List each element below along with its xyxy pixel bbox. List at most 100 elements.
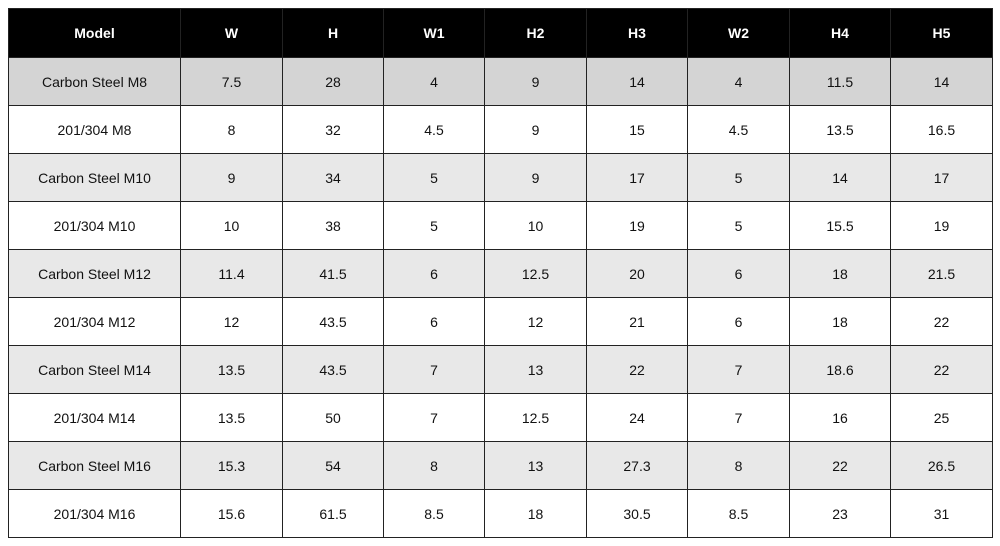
column-header-model: Model <box>8 8 181 58</box>
value-cell: 7 <box>383 393 485 442</box>
value-cell: 22 <box>789 441 891 490</box>
column-header-w: W <box>180 8 283 58</box>
value-cell: 12 <box>484 297 587 346</box>
value-cell: 17 <box>586 153 688 202</box>
model-cell: 201/304 M12 <box>8 297 181 346</box>
value-cell: 6 <box>687 297 790 346</box>
column-header-w1: W1 <box>383 8 485 58</box>
value-cell: 19 <box>586 201 688 250</box>
value-cell: 9 <box>484 105 587 154</box>
value-cell: 18 <box>484 489 587 538</box>
value-cell: 9 <box>180 153 283 202</box>
value-cell: 6 <box>383 297 485 346</box>
value-cell: 22 <box>890 345 993 394</box>
value-cell: 15.5 <box>789 201 891 250</box>
value-cell: 10 <box>484 201 587 250</box>
value-cell: 14 <box>890 57 993 106</box>
value-cell: 15 <box>586 105 688 154</box>
column-header-h2: H2 <box>484 8 587 58</box>
table-row: Carbon Steel M16 15.3 54 8 13 27.3 8 22 26.5 <box>8 441 993 490</box>
value-cell: 15.3 <box>180 441 283 490</box>
table-row: 201/304 M8 8 32 4.5 9 15 4.5 13.5 16.5 <box>8 105 993 154</box>
table-row: Carbon Steel M14 13.5 43.5 7 13 22 7 18.6 22 <box>8 345 993 394</box>
value-cell: 18.6 <box>789 345 891 394</box>
value-cell: 8 <box>383 441 485 490</box>
table-row: 201/304 M16 15.6 61.5 8.5 18 30.5 8.5 23 31 <box>8 489 993 538</box>
value-cell: 16 <box>789 393 891 442</box>
value-cell: 32 <box>282 105 384 154</box>
value-cell: 21 <box>586 297 688 346</box>
value-cell: 11.4 <box>180 249 283 298</box>
model-cell: Carbon Steel M16 <box>8 441 181 490</box>
table-row: Carbon Steel M12 11.4 41.5 6 12.5 20 6 18 21.5 <box>8 249 993 298</box>
value-cell: 12.5 <box>484 393 587 442</box>
value-cell: 24 <box>586 393 688 442</box>
value-cell: 8.5 <box>687 489 790 538</box>
header-row: Model W H W1 H2 H3 W2 H4 H5 <box>8 8 993 58</box>
value-cell: 13.5 <box>180 393 283 442</box>
value-cell: 18 <box>789 297 891 346</box>
value-cell: 7 <box>687 345 790 394</box>
value-cell: 10 <box>180 201 283 250</box>
value-cell: 5 <box>383 153 485 202</box>
value-cell: 26.5 <box>890 441 993 490</box>
value-cell: 31 <box>890 489 993 538</box>
value-cell: 13.5 <box>789 105 891 154</box>
table-row: 201/304 M10 10 38 5 10 19 5 15.5 19 <box>8 201 993 250</box>
value-cell: 17 <box>890 153 993 202</box>
value-cell: 12 <box>180 297 283 346</box>
value-cell: 8 <box>687 441 790 490</box>
value-cell: 18 <box>789 249 891 298</box>
value-cell: 14 <box>586 57 688 106</box>
value-cell: 38 <box>282 201 384 250</box>
value-cell: 25 <box>890 393 993 442</box>
value-cell: 7 <box>687 393 790 442</box>
model-cell: 201/304 M14 <box>8 393 181 442</box>
value-cell: 8 <box>180 105 283 154</box>
table-row: Carbon Steel M10 9 34 5 9 17 5 14 17 <box>8 153 993 202</box>
value-cell: 7 <box>383 345 485 394</box>
value-cell: 4.5 <box>383 105 485 154</box>
value-cell: 50 <box>282 393 384 442</box>
value-cell: 30.5 <box>586 489 688 538</box>
value-cell: 9 <box>484 153 587 202</box>
value-cell: 43.5 <box>282 297 384 346</box>
value-cell: 4.5 <box>687 105 790 154</box>
value-cell: 8.5 <box>383 489 485 538</box>
value-cell: 12.5 <box>484 249 587 298</box>
value-cell: 6 <box>687 249 790 298</box>
value-cell: 4 <box>383 57 485 106</box>
value-cell: 34 <box>282 153 384 202</box>
value-cell: 5 <box>687 153 790 202</box>
table-row: 201/304 M14 13.5 50 7 12.5 24 7 16 25 <box>8 393 993 442</box>
model-cell: Carbon Steel M12 <box>8 249 181 298</box>
value-cell: 54 <box>282 441 384 490</box>
model-cell: 201/304 M8 <box>8 105 181 154</box>
value-cell: 27.3 <box>586 441 688 490</box>
value-cell: 5 <box>383 201 485 250</box>
column-header-w2: W2 <box>687 8 790 58</box>
value-cell: 41.5 <box>282 249 384 298</box>
value-cell: 21.5 <box>890 249 993 298</box>
value-cell: 13 <box>484 345 587 394</box>
value-cell: 22 <box>890 297 993 346</box>
value-cell: 7.5 <box>180 57 283 106</box>
value-cell: 11.5 <box>789 57 891 106</box>
value-cell: 9 <box>484 57 587 106</box>
model-cell: 201/304 M10 <box>8 201 181 250</box>
column-header-h3: H3 <box>586 8 688 58</box>
value-cell: 5 <box>687 201 790 250</box>
value-cell: 4 <box>687 57 790 106</box>
value-cell: 13.5 <box>180 345 283 394</box>
value-cell: 13 <box>484 441 587 490</box>
model-cell: 201/304 M16 <box>8 489 181 538</box>
value-cell: 19 <box>890 201 993 250</box>
value-cell: 15.6 <box>180 489 283 538</box>
column-header-h5: H5 <box>890 8 993 58</box>
value-cell: 14 <box>789 153 891 202</box>
table-row: Carbon Steel M8 7.5 28 4 9 14 4 11.5 14 <box>8 57 993 106</box>
model-cell: Carbon Steel M8 <box>8 57 181 106</box>
value-cell: 23 <box>789 489 891 538</box>
dimension-table: Model W H W1 H2 H3 W2 H4 H5 Carbon Steel M8 7.5 28… <box>8 8 993 538</box>
model-cell: Carbon Steel M14 <box>8 345 181 394</box>
